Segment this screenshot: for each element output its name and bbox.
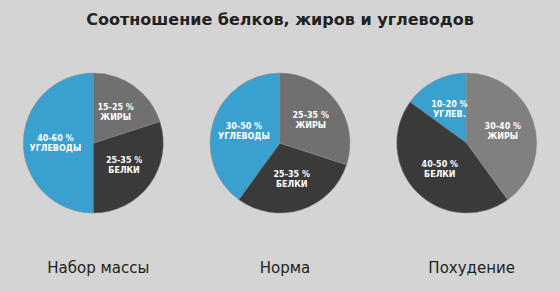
svg-text:БЕЛКИ: БЕЛКИ: [108, 166, 139, 175]
svg-text:30-50 %: 30-50 %: [226, 122, 262, 131]
svg-text:40-60 %: 40-60 %: [37, 134, 73, 143]
svg-text:БЕЛКИ: БЕЛКИ: [276, 180, 307, 189]
svg-text:Набор массы: Набор массы: [47, 259, 149, 277]
svg-text:40-50 %: 40-50 %: [422, 160, 458, 169]
svg-text:25-35 %: 25-35 %: [106, 156, 142, 165]
svg-text:БЕЛКИ: БЕЛКИ: [424, 170, 455, 179]
svg-text:УГЛЕВ.: УГЛЕВ.: [433, 110, 466, 119]
svg-text:10-20 %: 10-20 %: [431, 100, 467, 109]
svg-text:30-40 %: 30-40 %: [485, 122, 521, 131]
svg-text:ЖИРЫ: ЖИРЫ: [100, 113, 131, 122]
svg-text:УГЛЕВОДЫ: УГЛЕВОДЫ: [218, 132, 270, 141]
svg-text:Соотношение белков, жиров и уг: Соотношение белков, жиров и углеводов: [86, 10, 474, 29]
svg-text:УГЛЕВОДЫ: УГЛЕВОДЫ: [29, 144, 81, 153]
svg-text:ЖИРЫ: ЖИРЫ: [295, 121, 326, 130]
svg-text:ЖИРЫ: ЖИРЫ: [487, 132, 518, 141]
svg-text:Похудение: Похудение: [428, 259, 515, 277]
svg-text:25-35 %: 25-35 %: [274, 170, 310, 179]
svg-text:25-35 %: 25-35 %: [293, 111, 329, 120]
svg-text:15-25 %: 15-25 %: [97, 103, 133, 112]
svg-text:Норма: Норма: [260, 259, 311, 277]
